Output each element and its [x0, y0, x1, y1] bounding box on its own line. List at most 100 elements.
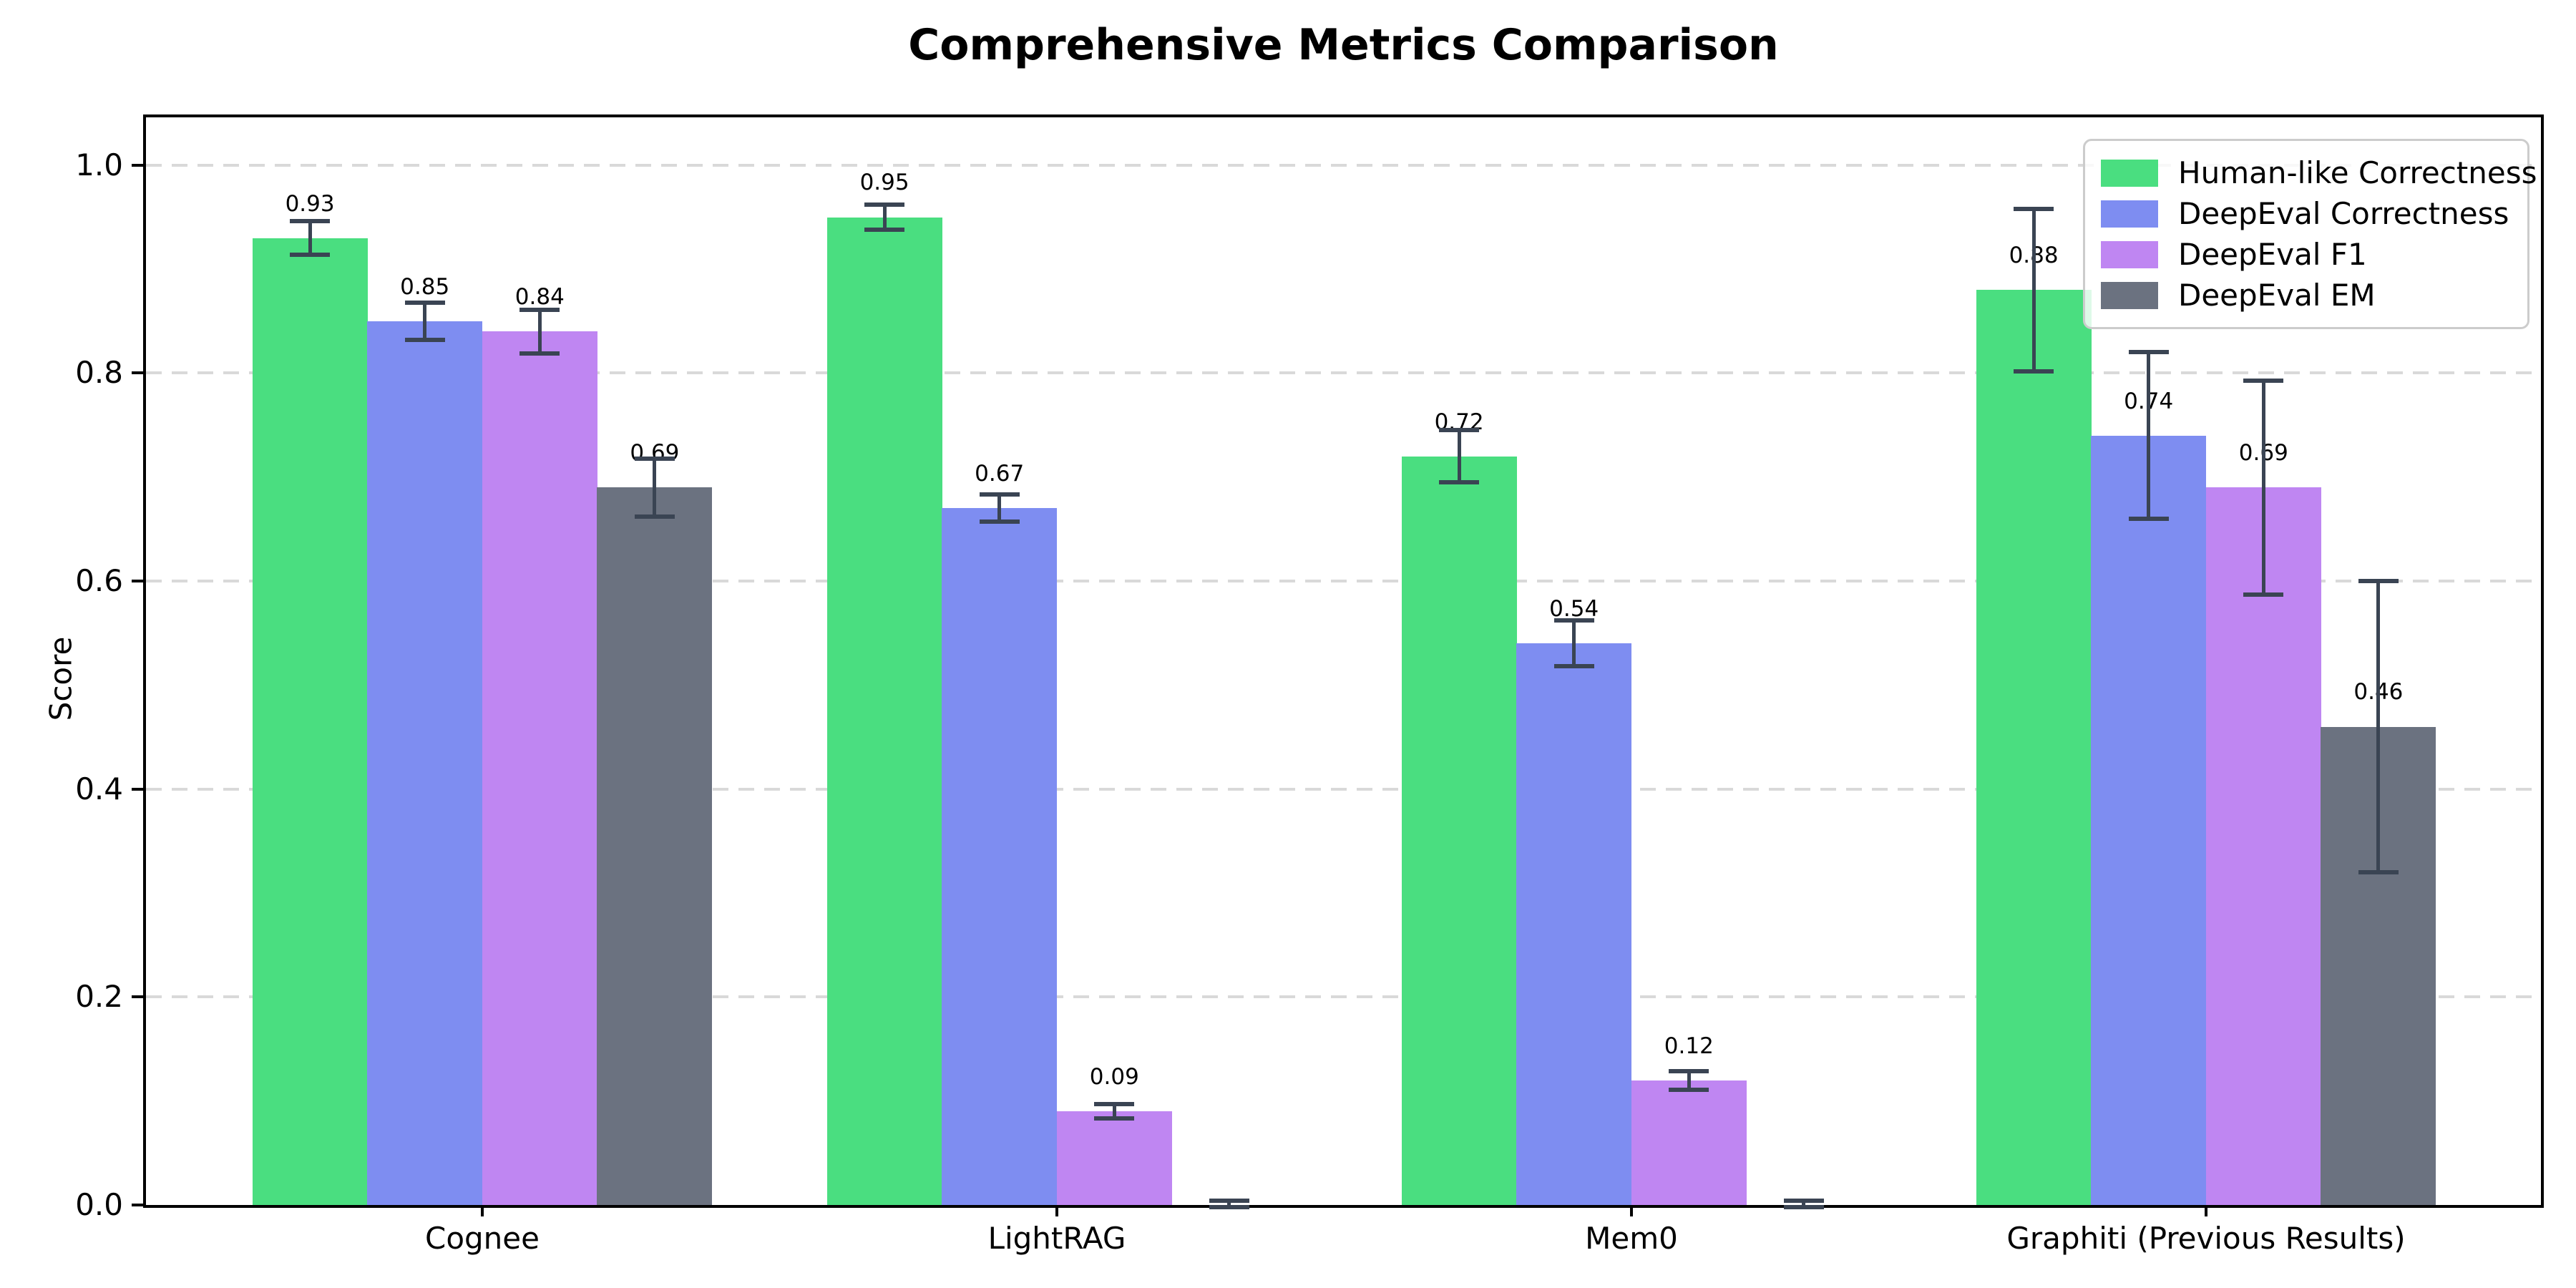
error-bar-cap-bottom: [634, 514, 675, 519]
y-axis-tick-label: 0.4: [75, 771, 123, 806]
error-bar-cap-top: [519, 307, 560, 312]
error-bar-cap-top: [2358, 579, 2399, 584]
legend-swatch-icon: [2101, 200, 2158, 228]
value-label: 0.95: [859, 170, 909, 196]
error-bar-cap-top: [864, 203, 905, 208]
error-bar-cap-top: [2128, 350, 2169, 355]
x-axis-tick: [1630, 1205, 1633, 1216]
legend-item-label: DeepEval EM: [2178, 278, 2376, 313]
y-axis-tick-label: 0.0: [75, 1187, 123, 1222]
gridline: [146, 580, 2541, 583]
bar-lightrag-3: [1056, 1111, 1172, 1205]
plot-area: 0.930.950.720.880.850.670.540.740.840.09…: [143, 114, 2544, 1209]
error-bar-line: [1457, 430, 1461, 483]
y-axis-tick: [132, 580, 143, 583]
gridline: [146, 163, 2541, 167]
x-axis-tick: [481, 1205, 484, 1216]
error-bar-cap-bottom: [519, 351, 560, 356]
error-bar-cap-top: [1669, 1068, 1709, 1073]
gridline: [146, 787, 2541, 791]
error-bar-cap-bottom: [404, 337, 445, 342]
error-bar-cap-top: [290, 219, 331, 224]
bar-cognee-3: [482, 331, 597, 1205]
y-axis-tick-label: 0.8: [75, 355, 123, 391]
error-bar-cap-top: [1783, 1199, 1824, 1204]
error-bar-line: [537, 309, 542, 353]
error-bar-line: [1112, 1104, 1116, 1119]
bar-lightrag-1: [826, 217, 942, 1205]
error-bar-cap-top: [1553, 618, 1594, 623]
error-bar-cap-top: [1094, 1102, 1135, 1107]
bar-cognee-1: [252, 238, 368, 1205]
bar-lightrag-2: [942, 508, 1058, 1205]
value-label: 0.84: [514, 284, 565, 311]
error-bar-cap-bottom: [979, 519, 1020, 525]
error-bar-line: [1572, 620, 1576, 667]
legend: Human-like Correctness DeepEval Correctne…: [2083, 139, 2537, 329]
error-bar-line: [308, 221, 312, 255]
bar-mem0-3: [1631, 1080, 1747, 1205]
error-bar-cap-top: [979, 492, 1020, 497]
error-bar-cap-top: [1209, 1199, 1249, 1204]
error-bar-line: [882, 205, 887, 230]
x-axis-tick-label: Mem0: [1585, 1221, 1678, 1256]
error-bar-cap-bottom: [864, 227, 905, 232]
error-bar-line: [1227, 1201, 1231, 1207]
y-axis-tick: [132, 787, 143, 791]
legend-item: DeepEval Correctness: [2101, 193, 2512, 234]
bar-mem0-1: [1401, 456, 1517, 1205]
error-bar-cap-bottom: [2128, 516, 2169, 521]
value-label: 0.67: [975, 461, 1025, 487]
bar-cognee-4: [597, 487, 713, 1205]
y-axis-tick: [132, 371, 143, 375]
bar-graphiti-2: [2091, 435, 2207, 1205]
legend-item-label: Human-like Correctness: [2178, 155, 2537, 190]
error-bar-cap-bottom: [290, 252, 331, 257]
legend-item: DeepEval EM: [2101, 275, 2512, 316]
y-axis-tick: [132, 163, 143, 167]
error-bar-line: [2376, 581, 2381, 872]
legend-item: Human-like Correctness: [2101, 152, 2537, 193]
error-bar-line: [2147, 352, 2151, 519]
value-label: 0.54: [1549, 596, 1599, 623]
bar-graphiti-3: [2205, 487, 2321, 1205]
value-label: 0.12: [1664, 1033, 1714, 1059]
legend-swatch-icon: [2101, 159, 2158, 187]
error-bar-line: [1687, 1070, 1691, 1090]
error-bar-line: [2261, 380, 2265, 595]
y-axis-tick-label: 1.0: [75, 147, 123, 182]
error-bar-cap-top: [404, 300, 445, 305]
error-bar-line: [1802, 1201, 1806, 1207]
gridline: [146, 995, 2541, 999]
y-axis-tick: [132, 1204, 143, 1206]
error-bar-cap-bottom: [2014, 369, 2054, 374]
bar-graphiti-1: [1976, 290, 2092, 1205]
error-bar-line: [423, 302, 427, 340]
error-bar-cap-top: [634, 456, 675, 461]
error-bar-line: [2031, 208, 2036, 371]
error-bar-cap-bottom: [1209, 1205, 1249, 1209]
error-bar-cap-bottom: [1553, 664, 1594, 669]
y-axis-label: Score: [43, 636, 79, 721]
error-bar-cap-top: [2014, 206, 2054, 211]
legend-swatch-icon: [2101, 281, 2158, 309]
error-bar-cap-bottom: [1094, 1116, 1135, 1121]
error-bar-cap-bottom: [1783, 1205, 1824, 1209]
chart-title: Comprehensive Metrics Comparison: [908, 20, 1779, 70]
error-bar-cap-bottom: [2243, 592, 2284, 597]
value-label: 0.09: [1089, 1064, 1139, 1091]
y-axis-tick: [132, 995, 143, 999]
y-axis-tick-label: 0.6: [75, 563, 123, 599]
value-label: 0.85: [400, 273, 450, 300]
gridline: [146, 371, 2541, 375]
legend-item: DeepEval F1: [2101, 234, 2512, 275]
legend-item-label: DeepEval Correctness: [2178, 196, 2509, 231]
error-bar-cap-top: [1439, 428, 1480, 433]
x-axis-tick: [2205, 1205, 2207, 1216]
error-bar-cap-bottom: [1439, 480, 1480, 485]
value-label: 0.93: [285, 190, 335, 217]
error-bar-cap-bottom: [2358, 869, 2399, 874]
y-axis-tick-label: 0.2: [75, 979, 123, 1015]
legend-item-label: DeepEval F1: [2178, 237, 2367, 272]
